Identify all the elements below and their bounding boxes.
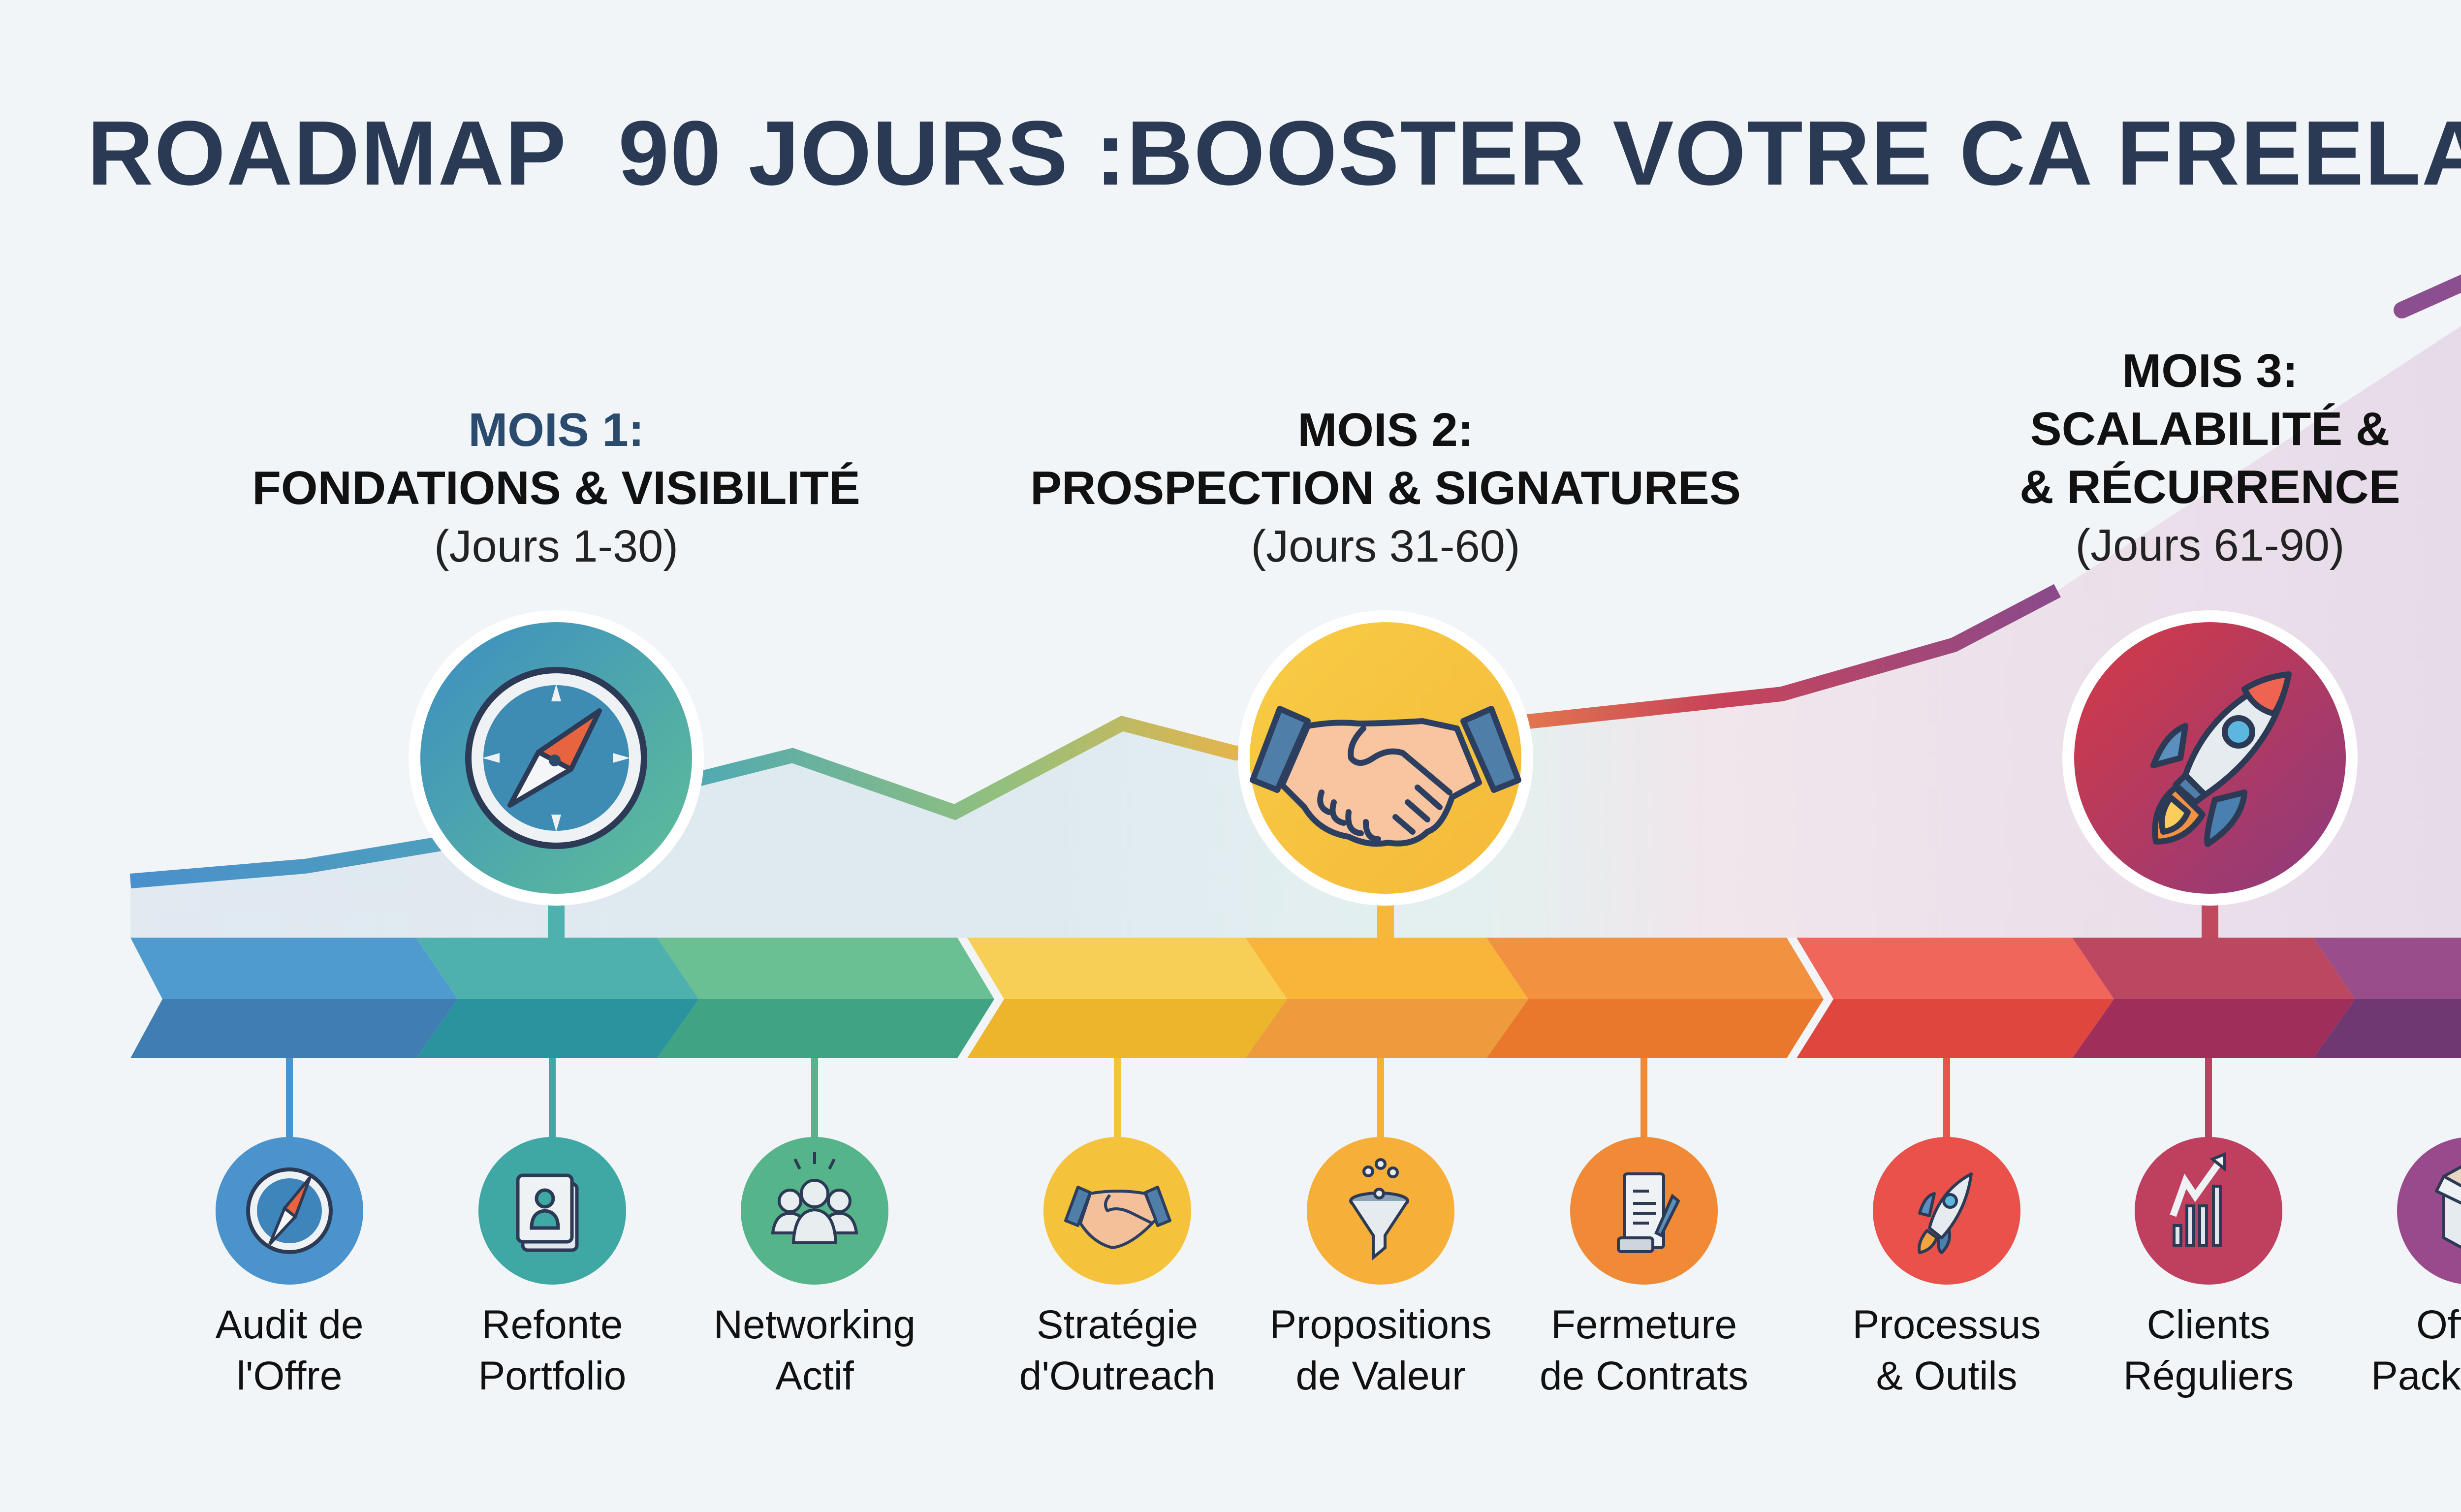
step-3-badge — [741, 1137, 888, 1285]
handshake-icon — [1250, 706, 1521, 847]
step-9-badge — [2397, 1137, 2461, 1284]
step-9-label: Offres Packagées — [2371, 1302, 2461, 1398]
contract-icon — [1617, 1172, 1680, 1253]
step-5-label: Propositions de Valeur — [1269, 1302, 1492, 1398]
phase-3-header: MOIS 3: SCALABILITÉ & & RÉCURRENCE (Jour… — [1890, 342, 2461, 574]
step-5-badge — [1307, 1137, 1454, 1285]
phase-1-header: MOIS 1: FONDATIONS & VISIBILITÉ (Jours 1… — [187, 401, 925, 575]
phase-2-month: MOIS 2: — [1297, 404, 1474, 456]
phase-1-days: (Jours 1-30) — [434, 521, 678, 571]
timeline-arrow-band — [130, 938, 2461, 1058]
step-8-label: Clients Réguliers — [2123, 1302, 2294, 1398]
handshake-icon — [1064, 1186, 1171, 1249]
trend-area — [130, 326, 2461, 938]
step-2-badge — [478, 1137, 626, 1285]
step-6-badge — [1570, 1137, 1718, 1285]
phase-3-month: MOIS 3: — [2122, 345, 2298, 397]
people-icon — [771, 1152, 858, 1244]
phase-3-name: SCALABILITÉ & & RÉCURRENCE — [2019, 403, 2400, 513]
step-4-label: Stratégie d'Outreach — [1019, 1302, 1216, 1398]
step-4-badge — [1043, 1137, 1191, 1285]
step-3-label: Networking Actif — [713, 1302, 916, 1398]
compass-icon — [246, 1167, 333, 1254]
step-1-badge — [216, 1137, 363, 1285]
funnel-icon — [1349, 1158, 1409, 1261]
rocket-icon — [2150, 671, 2292, 847]
portfolio-icon — [516, 1173, 579, 1252]
trend-arrow-shaft — [2394, 274, 2461, 318]
step-7-label: Processus & Outils — [1852, 1302, 2041, 1398]
phase-3-days: (Jours 61-90) — [2075, 520, 2345, 570]
phase-2-badge — [1238, 610, 1533, 906]
phase-1-month: MOIS 1: — [468, 404, 644, 456]
trend-line — [129, 584, 2061, 888]
phase-2-name: PROSPECTION & SIGNATURES — [1030, 462, 1741, 514]
step-2-label: Refonte Portfolio — [478, 1302, 627, 1398]
phase-1-badge — [409, 610, 704, 906]
page-title: ROADMAP 90 JOURS :BOOSTER VOTRE CA FREEL… — [87, 102, 2461, 204]
box-icon — [2435, 1165, 2461, 1249]
step-6-label: Fermeture de Contrats — [1540, 1302, 1748, 1398]
phase-1-name: FONDATIONS & VISIBILITÉ — [252, 462, 860, 514]
phase-2-header: MOIS 2: PROSPECTION & SIGNATURES (Jours … — [992, 401, 1779, 575]
phase-3-badge — [2062, 610, 2358, 906]
step-8-badge — [2135, 1137, 2282, 1285]
phase-2-days: (Jours 31-60) — [1251, 521, 1520, 571]
compass-icon — [465, 667, 647, 849]
rocket-icon — [1918, 1172, 1973, 1254]
growth-chart-icon — [2170, 1152, 2226, 1247]
step-7-badge — [1873, 1137, 2020, 1285]
step-1-label: Audit de l'Offre — [215, 1302, 364, 1398]
